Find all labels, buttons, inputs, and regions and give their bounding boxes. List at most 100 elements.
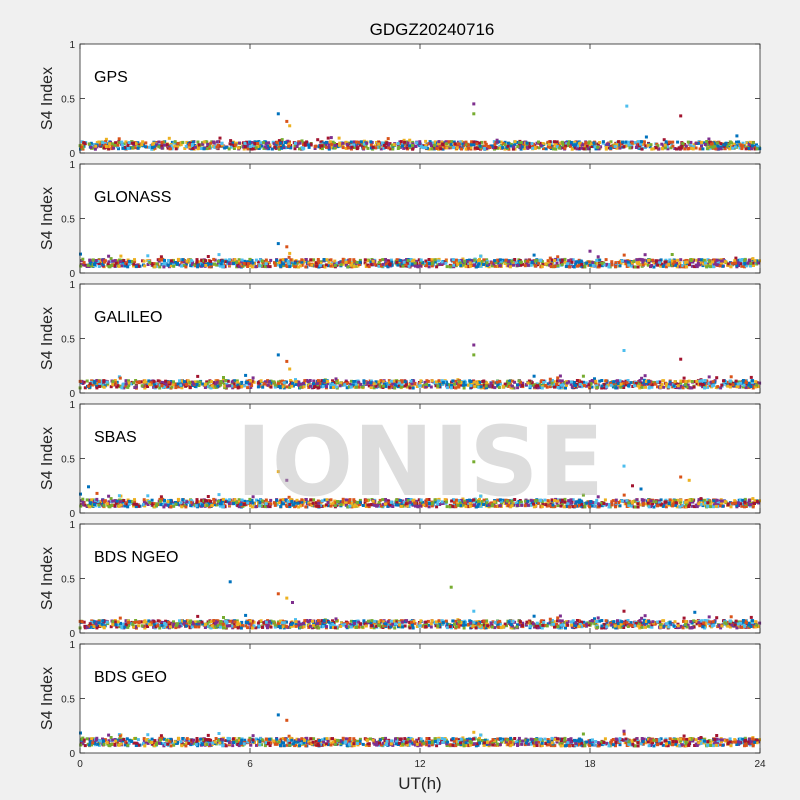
data-point bbox=[353, 260, 357, 264]
data-point bbox=[396, 263, 400, 267]
data-point bbox=[321, 385, 325, 388]
data-point bbox=[741, 379, 745, 382]
data-point bbox=[494, 261, 498, 265]
data-point bbox=[478, 144, 482, 148]
data-point bbox=[503, 147, 507, 151]
data-point bbox=[740, 147, 744, 151]
data-point bbox=[437, 257, 441, 261]
data-point bbox=[163, 260, 167, 264]
data-point bbox=[700, 258, 704, 262]
data-point bbox=[392, 143, 396, 147]
data-point bbox=[424, 259, 428, 263]
data-point bbox=[408, 138, 412, 142]
data-point bbox=[350, 145, 354, 149]
data-point bbox=[598, 141, 602, 144]
data-point bbox=[604, 379, 608, 383]
data-point bbox=[427, 265, 431, 269]
data-point bbox=[152, 502, 156, 506]
data-point bbox=[737, 380, 741, 384]
data-point bbox=[313, 147, 317, 150]
data-point bbox=[200, 498, 204, 502]
data-point bbox=[639, 384, 643, 388]
data-point bbox=[345, 386, 349, 390]
data-point bbox=[261, 141, 265, 145]
data-point bbox=[755, 147, 759, 151]
data-point bbox=[359, 140, 363, 144]
data-point bbox=[276, 382, 280, 386]
data-point bbox=[457, 380, 461, 384]
data-point bbox=[530, 142, 534, 145]
data-point bbox=[399, 140, 403, 144]
data-point bbox=[469, 380, 473, 383]
data-point bbox=[263, 380, 267, 384]
data-point bbox=[566, 142, 570, 146]
data-point bbox=[503, 382, 507, 386]
data-point bbox=[445, 384, 449, 388]
data-point bbox=[595, 386, 599, 389]
data-point bbox=[97, 140, 101, 144]
data-point bbox=[341, 260, 345, 264]
data-point bbox=[391, 147, 395, 151]
data-point bbox=[411, 386, 415, 390]
data-point bbox=[739, 143, 743, 147]
data-point bbox=[366, 381, 370, 385]
data-point bbox=[533, 145, 537, 149]
data-point bbox=[494, 146, 498, 149]
data-point bbox=[751, 261, 755, 265]
data-point bbox=[457, 385, 461, 389]
data-point bbox=[312, 264, 316, 268]
data-point bbox=[316, 381, 320, 385]
data-point bbox=[740, 144, 744, 148]
data-point bbox=[572, 381, 576, 384]
data-point bbox=[526, 381, 530, 385]
data-point bbox=[408, 144, 412, 148]
data-point bbox=[424, 139, 428, 143]
data-point bbox=[289, 383, 292, 387]
data-point bbox=[702, 141, 706, 145]
data-point bbox=[108, 142, 112, 146]
data-point bbox=[602, 386, 605, 390]
data-point bbox=[312, 382, 316, 386]
data-point bbox=[268, 505, 272, 509]
data-point bbox=[240, 258, 244, 262]
data-point bbox=[98, 382, 102, 386]
data-point bbox=[446, 382, 450, 386]
data-point bbox=[331, 379, 334, 383]
data-point bbox=[419, 145, 423, 149]
data-point bbox=[326, 380, 330, 383]
data-point bbox=[734, 261, 737, 265]
data-point bbox=[467, 143, 471, 147]
data-point bbox=[172, 501, 176, 505]
data-point bbox=[369, 143, 373, 147]
data-point bbox=[212, 257, 216, 261]
data-point bbox=[121, 383, 125, 387]
data-point bbox=[493, 504, 497, 508]
data-point bbox=[122, 142, 126, 146]
data-point bbox=[513, 140, 517, 144]
data-point bbox=[489, 381, 493, 385]
data-point bbox=[516, 386, 520, 390]
data-point bbox=[411, 259, 415, 263]
data-point bbox=[601, 140, 605, 144]
data-point bbox=[340, 381, 344, 385]
data-point bbox=[708, 384, 712, 388]
data-point bbox=[441, 147, 445, 151]
data-point bbox=[731, 383, 735, 387]
data-point bbox=[404, 499, 408, 503]
data-point bbox=[681, 386, 685, 390]
data-point bbox=[600, 384, 604, 388]
data-point bbox=[182, 260, 186, 264]
data-point bbox=[574, 502, 578, 506]
data-point bbox=[266, 265, 269, 269]
data-point bbox=[81, 503, 85, 507]
data-point bbox=[475, 500, 479, 504]
data-point bbox=[482, 383, 486, 387]
data-point bbox=[113, 381, 117, 385]
data-point bbox=[575, 141, 579, 145]
data-point bbox=[113, 504, 117, 508]
data-point bbox=[517, 144, 521, 148]
data-point bbox=[390, 143, 394, 147]
data-point bbox=[544, 383, 548, 387]
data-point bbox=[174, 386, 178, 390]
data-point bbox=[577, 379, 581, 383]
